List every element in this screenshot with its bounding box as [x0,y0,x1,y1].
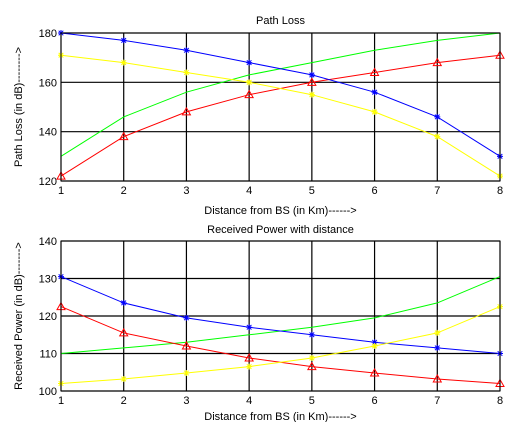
x-tick-label: 2 [121,185,127,197]
x-tick-label: 8 [497,395,503,407]
x-tick-label: 8 [497,185,503,197]
x-tick-label: 6 [372,185,378,197]
series-2-point [118,131,129,141]
x-tick-label: 6 [372,395,378,407]
x-tick-label: 3 [183,185,189,197]
series-3-point [244,352,255,362]
series-2-point [369,67,380,76]
y-axis-label: Received Power (in dB)-------> [13,242,25,390]
y-tick-label: 180 [39,28,57,40]
series-3-point [432,373,443,383]
series-2-point [434,344,441,351]
x-tick-label: 3 [183,395,189,407]
series-2-point [120,299,127,306]
y-tick-label: 110 [39,349,57,361]
y-axis-label: Path Loss (in dB)--------> [13,47,25,167]
series-4-point [371,343,378,349]
chart-1: 1 2 3 4 5 6 7 8 120 140 160 180 Path Loss Distance fr… [13,15,505,217]
series-4-point [183,69,190,76]
x-tick-label: 7 [434,395,440,407]
series-4-point [120,59,127,66]
y-tick-label: 140 [39,127,57,139]
series-4-point [371,108,378,115]
series-4-point [246,79,253,86]
series-2-point [432,57,443,67]
series-3-line [60,32,501,157]
x-tick-label: 5 [309,395,315,407]
series-3-point [371,89,378,96]
x-axis-label: Distance from BS (in Km)------> [204,411,357,422]
series-3-point [434,113,441,120]
series-4-point [246,363,253,370]
series-2-point [306,77,317,86]
series-2-point [244,89,255,99]
x-tick-label: 7 [434,185,440,197]
x-tick-label: 2 [121,395,127,407]
series-4-point [434,329,441,336]
series-4-point [183,370,190,376]
series-2-point [308,331,315,338]
axes-box [60,32,501,182]
series-3-point [183,47,190,54]
series-4-line [60,306,501,384]
series-3-point [246,59,253,66]
series-4-point [434,133,441,140]
series-2-point [183,314,190,321]
x-axis-label: Distance from BS (in Km)------> [204,205,357,217]
y-tick-label: 100 [39,386,57,398]
series-3-point [369,367,380,377]
series-3-point [120,37,127,44]
x-tick-label: 1 [58,395,64,407]
series-3-point [181,340,192,350]
y-tick-label: 120 [39,176,57,188]
chart-title: Received Power with distance [207,224,354,236]
x-tick-label: 5 [309,185,315,197]
y-tick-label: 140 [39,236,57,248]
series-2-point [246,324,253,331]
series-2-point [371,339,378,346]
chart-title: Path Loss [256,15,305,27]
chart-2: 1 2 3 4 5 6 7 8 100 110 120 130 140 Received Power wi… [13,224,505,422]
y-tick-label: 130 [39,274,57,286]
x-tick-label: 4 [246,395,252,407]
y-tick-label: 120 [39,311,57,323]
series-4-point [120,376,127,382]
series-4-point [308,355,315,361]
y-tick-label: 160 [39,77,57,89]
series-3-point [118,327,129,337]
series-2-line [60,276,501,354]
series-3-point [306,361,317,371]
x-tick-label: 4 [246,185,252,197]
axes-box [60,240,501,392]
series-4-point [308,91,315,98]
x-tick-label: 1 [58,185,64,197]
plot-area [61,33,500,181]
series-3-point [308,71,315,78]
series-2-point [181,106,192,116]
series-4-line [60,54,501,177]
